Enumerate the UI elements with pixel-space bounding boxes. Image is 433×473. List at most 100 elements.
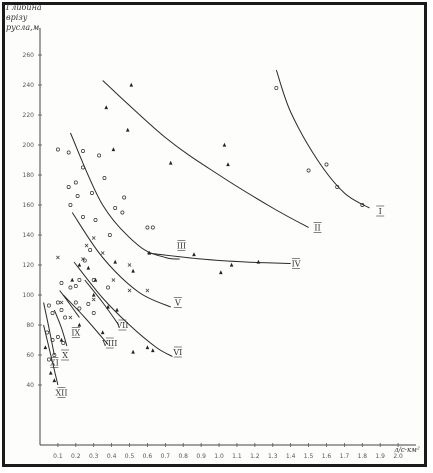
curve-X — [53, 309, 68, 347]
data-point-circle — [93, 218, 98, 222]
x-tick-label: 0.7 — [161, 453, 171, 460]
curve-IV — [147, 252, 291, 264]
data-point-circle — [81, 165, 85, 170]
curve-I — [275, 69, 370, 209]
data-point-triangle — [192, 252, 196, 257]
y-axis-label-line-1: Глибина — [6, 3, 42, 12]
x-tick-label: 1.1 — [232, 453, 242, 460]
data-point-cross — [100, 251, 105, 255]
data-point-circle — [335, 185, 340, 189]
curve-XII — [43, 324, 59, 386]
y-tick-label: 180 — [23, 172, 35, 179]
data-point-cross — [145, 288, 150, 293]
curve-IX — [59, 290, 80, 318]
x-tick-label: 2.0 — [393, 453, 403, 460]
x-tick-label: 1.0 — [214, 453, 224, 460]
data-point-circle — [360, 203, 365, 207]
curve-label: II — [314, 224, 320, 233]
data-point-circle — [55, 335, 60, 339]
data-point-circle — [145, 225, 150, 230]
data-point-circle — [73, 180, 78, 185]
data-point-circle — [81, 149, 85, 153]
curve-VIII — [62, 294, 109, 345]
curve-label: VIII — [101, 339, 117, 348]
curve-V — [71, 212, 171, 308]
data-point-triangle — [100, 330, 105, 335]
data-point-circle — [66, 150, 71, 155]
data-point-circle — [306, 168, 311, 173]
data-point-circle — [102, 176, 107, 180]
curve-label: III — [177, 242, 186, 251]
data-point-triangle — [59, 337, 64, 342]
x-tick-label: 0.4 — [107, 453, 117, 460]
data-point-triangle — [77, 262, 82, 267]
data-point-triangle — [70, 277, 75, 282]
x-tick-label: 0.3 — [89, 453, 99, 460]
data-point-circle — [75, 194, 80, 198]
points — [43, 82, 365, 383]
y-tick-label: 200 — [23, 142, 35, 149]
data-point-circle — [55, 147, 60, 152]
curve-VI — [73, 261, 173, 357]
data-point-circle — [61, 341, 66, 345]
curve-II — [102, 80, 309, 228]
data-point-circle — [97, 153, 102, 158]
data-point-circle — [52, 353, 57, 357]
data-point-circle — [91, 311, 96, 315]
data-point-triangle — [93, 277, 98, 282]
data-point-circle — [77, 278, 82, 282]
data-point-circle — [63, 315, 68, 320]
data-point-circle — [113, 206, 118, 210]
x-tick-label: 1.9 — [375, 453, 385, 460]
y-tick-label: 100 — [23, 292, 35, 299]
data-point-triangle — [131, 349, 135, 354]
x-tick-label: 1.3 — [268, 453, 278, 460]
curve-III — [69, 132, 180, 260]
data-point-circle — [50, 311, 55, 315]
x-tick-label: 1.5 — [304, 453, 314, 460]
x-axis-unit-label: л/с·км² — [394, 446, 420, 454]
y-tick-label: 120 — [23, 262, 35, 269]
data-point-cross — [81, 257, 85, 261]
data-point-circle — [86, 302, 91, 306]
data-point-triangle — [131, 268, 135, 273]
data-point-circle — [89, 191, 94, 195]
y-tick-label: 260 — [23, 52, 35, 59]
data-point-triangle — [222, 142, 227, 147]
curve-label: IV — [292, 260, 301, 269]
data-point-cross — [91, 236, 96, 240]
data-point-triangle — [113, 259, 117, 264]
data-point-circle — [88, 248, 93, 252]
data-point-circle — [45, 330, 50, 335]
chart-frame — [2, 2, 427, 467]
data-point-circle — [66, 185, 71, 189]
data-point-circle — [107, 233, 112, 237]
y-tick-label: 80 — [26, 322, 34, 329]
data-point-triangle — [43, 345, 48, 350]
data-point-circle — [324, 162, 329, 167]
x-tick-label: 0.8 — [178, 453, 188, 460]
x-tick-label: 1.2 — [250, 453, 260, 460]
data-point-cross — [56, 255, 60, 260]
data-point-triangle — [86, 265, 91, 270]
data-point-circle — [150, 225, 155, 230]
data-point-cross — [91, 297, 96, 302]
data-point-circle — [82, 258, 87, 263]
data-point-circle — [68, 203, 73, 207]
curve-label: XII — [55, 389, 67, 398]
data-point-triangle — [104, 105, 109, 110]
data-point-triangle — [168, 160, 173, 165]
y-axis-label-line-2: врізу — [6, 13, 28, 22]
data-point-circle — [50, 338, 55, 342]
data-point-circle — [73, 300, 78, 305]
y-tick-label: 220 — [23, 112, 35, 119]
y-tick-label: 240 — [23, 82, 35, 89]
y-tick-label: 140 — [23, 232, 35, 239]
x-tick-label: 0.2 — [71, 453, 81, 460]
x-tick-label: 1.6 — [322, 453, 332, 460]
data-point-triangle — [106, 304, 110, 309]
axes: 40 60 80 100 120 140 160 180 200 220 240 260 0.1 0.2 0… — [23, 28, 416, 460]
x-tick-label: 0.6 — [143, 453, 153, 460]
curve-label: X — [62, 351, 68, 360]
